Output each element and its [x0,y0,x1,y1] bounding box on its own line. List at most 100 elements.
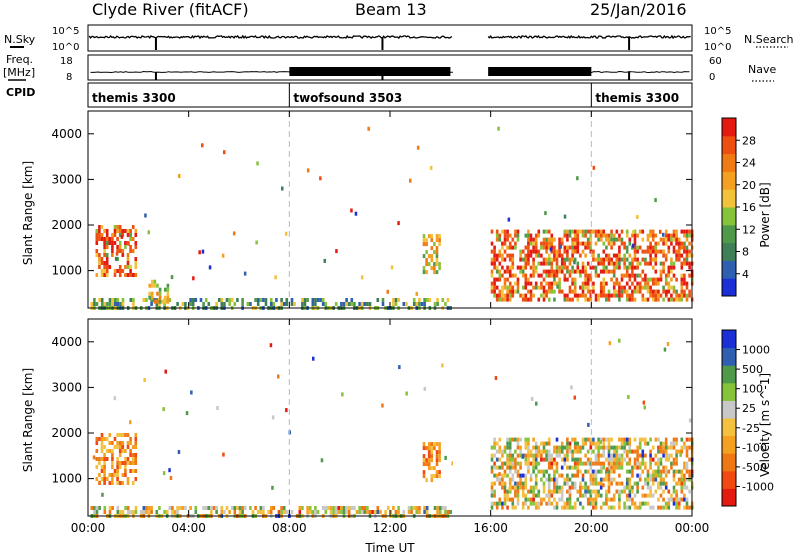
echo-cell [618,489,621,494]
echo-cell [649,493,652,498]
echo-cell [100,237,104,241]
echo-cell [98,437,101,441]
echo-cell [599,477,603,482]
echo-cell [558,289,561,294]
echo-cell [644,461,647,466]
echo-cell [680,265,684,270]
echo-cell [581,261,585,266]
echo-cell [607,261,611,266]
echo-cell [670,261,673,266]
echo-cell [675,233,678,238]
echo-cell [490,505,494,510]
echo-cell [397,510,400,514]
echo-cell [638,453,642,458]
echo-cell [558,497,561,502]
echo-cell [511,505,515,510]
echo-cell [103,481,106,485]
echo-cell [103,461,106,465]
echo-cell [422,238,426,243]
echo-cell [116,245,119,249]
echo-cell [514,245,517,250]
echo-cell [636,505,639,510]
echo-cell [269,298,273,302]
echo-cell [685,445,689,450]
echo-cell [625,265,629,270]
echo-cell [644,481,647,486]
echo-cell [511,485,515,490]
echo-cell [131,453,135,457]
echo-cell [376,510,380,514]
xaxis-label: Time UT [364,541,415,554]
echo-cell [607,445,611,450]
colorbar-swatch [722,135,736,155]
echo-cell [113,298,117,302]
echo-cell [527,453,530,458]
echo-cell [688,289,691,294]
echo-cell [256,510,260,514]
echo-cell [312,356,315,361]
echo-cell [654,277,658,282]
echo-cell [524,265,528,270]
echo-cell [506,233,509,238]
echo-cell [599,453,603,458]
echo-cell [495,257,499,262]
echo-cell [542,441,546,446]
echo-cell [542,469,546,474]
echo-cell [230,298,234,302]
echo-cell [134,469,138,473]
echo-cell [189,302,192,306]
echo-cell [524,261,528,266]
colorbar-swatch [722,242,736,261]
colorbar-swatch [722,470,736,489]
echo-cell [576,229,580,234]
echo-cell [151,291,154,296]
echo-cell [662,232,665,237]
echo-cell [534,501,538,506]
echo-cell [93,302,96,306]
echo-cell [519,485,522,490]
echo-cell [584,441,587,446]
echo-cell [573,437,577,442]
echo-cell [422,266,426,271]
echo-cell [402,510,406,514]
echo-cell [103,269,106,273]
echo-cell [685,237,689,242]
echo-cell [108,449,112,453]
echo-cell [199,298,203,302]
echo-cell [524,297,528,302]
echo-cell [131,457,135,461]
echo-cell [215,510,218,514]
echo-cell [527,449,530,454]
echo-cell [506,253,509,258]
echo-cell [662,249,665,254]
echo-cell [610,269,613,274]
echo-cell [532,241,535,246]
echo-cell [667,233,671,238]
echo-cell [95,441,99,445]
echo-cell [558,241,561,246]
echo-cell [100,441,104,445]
echo-cell [641,437,645,442]
echo-cell [321,298,325,302]
echo-cell [651,469,655,474]
echo-cell [633,289,637,294]
echo-cell [602,465,606,470]
echo-cell [176,302,179,306]
echo-cell [540,241,543,246]
echo-cell [166,295,170,300]
echo-cell [568,489,572,494]
echo-cell [555,249,559,254]
echo-cell [111,245,114,249]
echo-cell [490,465,494,470]
echo-cell [134,233,138,237]
echo-cell [430,450,434,455]
echo-cell [555,253,559,258]
echo-cell [105,245,109,249]
echo-cell [524,497,528,502]
echo-cell [514,493,517,498]
echo-cell [677,505,681,510]
echo-cell [113,473,117,477]
echo-cell [610,477,613,482]
echo-cell [116,302,120,306]
echo-cell [392,298,395,302]
